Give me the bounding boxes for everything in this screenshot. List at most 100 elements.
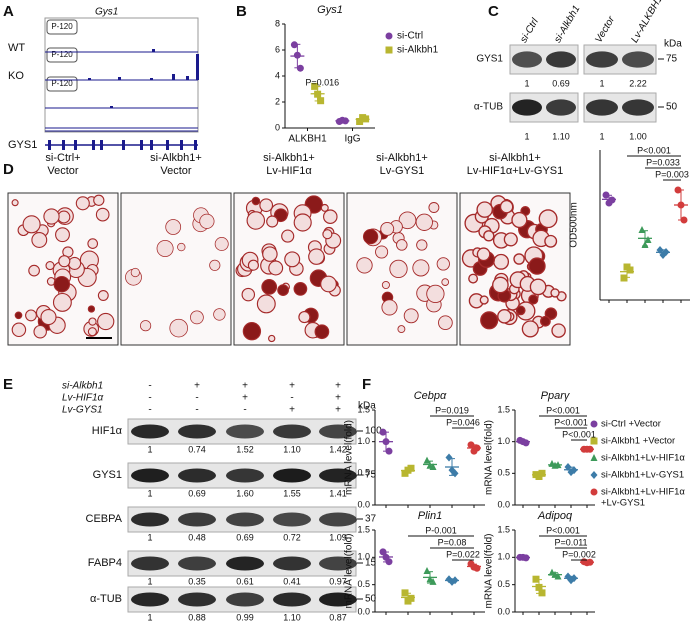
point	[311, 82, 319, 90]
lipid-droplet	[492, 276, 509, 294]
lipid-droplet	[513, 253, 525, 265]
lipid-droplet	[438, 315, 453, 331]
point	[564, 463, 572, 471]
quant: 1.55	[283, 488, 301, 498]
point	[638, 226, 646, 233]
point	[379, 548, 387, 556]
lipid-droplet	[441, 278, 450, 286]
peak	[150, 78, 153, 80]
lipid-droplet	[97, 290, 109, 301]
annotation: P<0.001	[554, 417, 588, 427]
condition-label: Vector	[47, 165, 79, 177]
point	[570, 466, 578, 475]
lipid-droplet	[213, 308, 226, 321]
blot-band	[546, 99, 576, 116]
lipid-droplet	[381, 299, 398, 316]
quant: 1	[147, 444, 152, 454]
legend-marker	[590, 454, 598, 461]
point	[656, 246, 664, 254]
y-tick-label: 0.0	[497, 499, 510, 509]
chart-title: Gys1	[317, 4, 343, 16]
panel-letter: A	[3, 3, 14, 20]
lipid-droplet	[97, 312, 115, 331]
quant: 1	[147, 488, 152, 498]
lipid-droplet	[45, 261, 55, 271]
lipid-droplet	[273, 208, 288, 223]
kda-label: kDa	[358, 401, 376, 412]
peak	[118, 77, 121, 80]
lipid-droplet	[314, 324, 330, 340]
quant: 1.60	[236, 488, 254, 498]
blot-band	[226, 556, 264, 571]
quant: 1	[147, 532, 152, 542]
condition-name: si-Alkbh1	[62, 381, 103, 392]
y-tick-label: 2	[275, 96, 280, 106]
point	[535, 583, 543, 591]
kda-marker: 75	[365, 470, 377, 481]
y-tick-label: 1.5	[357, 524, 370, 534]
point	[314, 90, 322, 98]
gene-track-label: GYS1	[8, 139, 37, 151]
legend-marker	[590, 471, 598, 479]
lipid-droplet	[259, 198, 274, 213]
lipid-droplet	[416, 239, 428, 251]
lipid-droplet	[268, 260, 284, 276]
track-label: KO	[8, 70, 24, 82]
point	[429, 577, 437, 585]
panel-letter: D	[3, 161, 14, 178]
panel-letter: C	[488, 3, 499, 20]
condition-sign: +	[289, 405, 295, 416]
lipid-droplet	[528, 294, 539, 305]
lipid-droplet	[214, 237, 229, 251]
point	[356, 118, 364, 125]
quant: 0.97	[329, 576, 347, 586]
lipid-droplet	[322, 229, 333, 240]
blot-band	[178, 592, 216, 607]
condition-label: si-Alkbh1+	[263, 152, 315, 164]
point	[379, 428, 387, 436]
exon	[48, 140, 51, 150]
lipid-droplet	[281, 229, 295, 243]
lipid-droplet	[375, 245, 389, 259]
legend-label: si-Alkbh1 +Vector	[601, 436, 675, 447]
lipid-droplet	[380, 221, 395, 236]
condition-sign: +	[289, 381, 295, 392]
condition-sign: -	[195, 393, 198, 404]
annotation: P<0.001	[562, 429, 596, 439]
quant: 0.48	[188, 532, 206, 542]
kda-marker: 100	[365, 426, 382, 437]
chart-title: Plin1	[418, 510, 442, 522]
legend-label: si-Alkbh1+Lv-GYS1	[601, 470, 684, 481]
lipid-droplet	[14, 311, 23, 320]
condition-sign: -	[148, 381, 151, 392]
blot-band	[226, 468, 264, 483]
lipid-droplet	[140, 320, 152, 332]
point	[680, 216, 688, 224]
point	[620, 274, 628, 282]
point	[626, 266, 634, 274]
quant: 1.10	[283, 612, 301, 622]
blot-band	[131, 468, 169, 483]
lipid-droplet	[497, 309, 512, 324]
point	[451, 469, 459, 478]
y-tick-label: 0.5	[497, 579, 510, 589]
annotation: P=0.022	[446, 549, 480, 559]
annotation: P<0.001	[546, 525, 580, 535]
quant: 1.52	[236, 444, 254, 454]
condition-sign: -	[148, 393, 151, 404]
blot-name: GYS1	[93, 469, 122, 481]
lipid-droplet	[415, 213, 433, 231]
y-tick-label: 0.0	[357, 499, 370, 509]
condition-name: Lv-HIF1α	[62, 393, 104, 404]
track-frame	[44, 17, 199, 133]
blot-band	[178, 556, 216, 571]
lipid-droplet	[362, 228, 379, 245]
quant: 1.10	[283, 444, 301, 454]
quant: 1.09	[329, 532, 347, 542]
lipid-droplet	[476, 247, 491, 262]
lipid-droplet	[528, 257, 546, 275]
blot-band	[178, 424, 216, 439]
lipid-droplet	[320, 275, 337, 293]
lipid-droplet	[396, 239, 408, 251]
lane-label: si-Alkbh1	[552, 4, 582, 45]
